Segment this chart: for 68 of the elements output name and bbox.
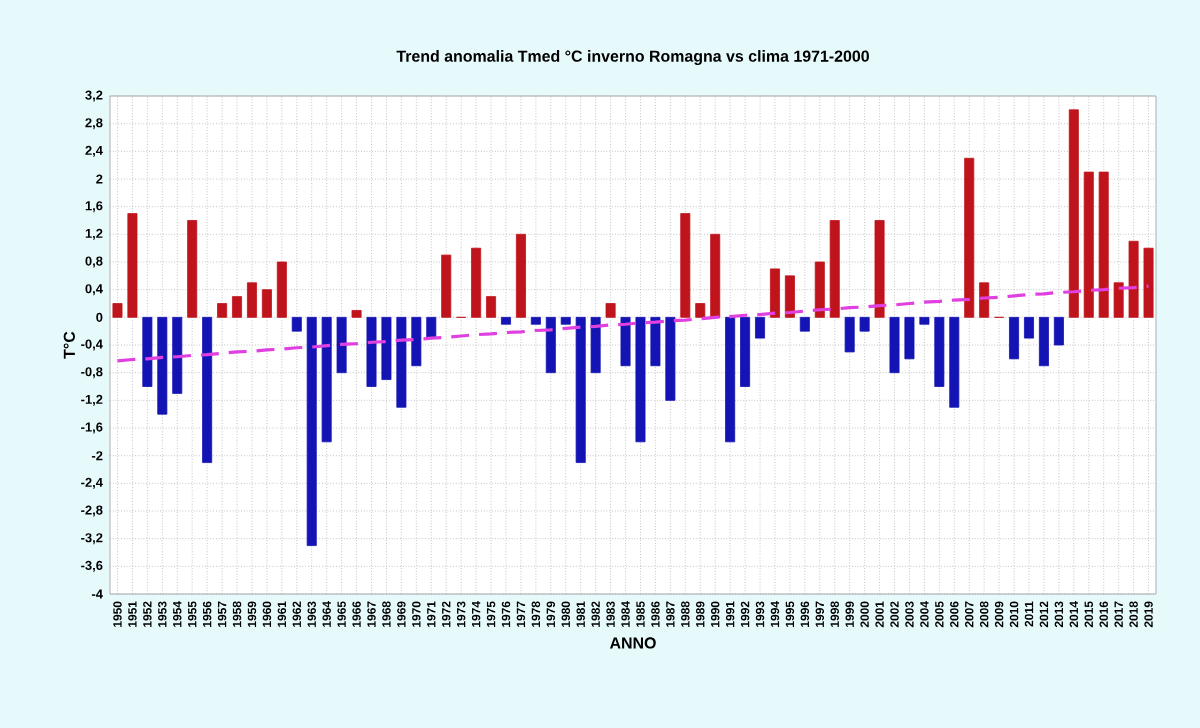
bar — [471, 247, 482, 318]
bar — [1053, 316, 1064, 346]
bar — [1038, 316, 1049, 367]
bar — [381, 316, 392, 380]
bar — [814, 261, 825, 318]
bar — [336, 316, 347, 374]
bar — [232, 296, 242, 318]
bar — [1068, 109, 1079, 318]
bar — [725, 316, 736, 443]
bar — [396, 316, 407, 408]
bar — [889, 316, 900, 374]
bar — [740, 316, 751, 387]
bar — [157, 316, 168, 415]
bar — [1098, 171, 1109, 318]
bar — [650, 316, 661, 367]
bar — [799, 316, 810, 332]
bar — [142, 316, 153, 387]
bar — [187, 220, 198, 318]
bar — [784, 275, 795, 318]
bar — [605, 303, 616, 318]
bar — [979, 282, 990, 318]
bar — [426, 316, 437, 339]
bar — [635, 316, 646, 443]
bar — [1128, 240, 1139, 318]
bar — [276, 261, 287, 318]
bar — [665, 316, 676, 401]
bar — [202, 316, 213, 463]
bar — [1009, 316, 1020, 360]
bar — [351, 310, 362, 318]
bar — [904, 316, 915, 360]
bar — [246, 282, 257, 318]
bar — [859, 316, 870, 332]
bar — [1083, 171, 1094, 318]
bar — [321, 316, 332, 443]
bar — [874, 220, 885, 318]
bar — [919, 316, 930, 325]
bar — [755, 316, 765, 339]
bar — [261, 289, 272, 318]
bar — [560, 316, 571, 325]
bar — [501, 316, 511, 325]
bar — [291, 316, 302, 332]
bar — [620, 316, 631, 367]
bar — [769, 268, 780, 318]
bar — [1113, 282, 1124, 318]
bar — [590, 316, 601, 374]
bar — [515, 233, 526, 318]
bar — [112, 303, 123, 318]
bar — [441, 254, 452, 318]
bar — [710, 233, 721, 318]
bar — [680, 213, 691, 318]
bar — [366, 316, 377, 387]
bar — [172, 316, 183, 394]
bar — [964, 157, 975, 318]
bar — [934, 316, 945, 387]
bar — [486, 296, 497, 318]
bar — [1024, 316, 1034, 339]
bar — [844, 316, 855, 353]
bar — [530, 316, 541, 325]
bar — [1143, 247, 1154, 318]
bar — [545, 316, 556, 374]
bar — [695, 303, 706, 318]
bar — [411, 316, 422, 367]
bar — [217, 303, 228, 318]
bar — [949, 316, 960, 408]
bar — [127, 213, 138, 318]
bar — [829, 220, 840, 318]
bar — [575, 316, 586, 463]
bar — [306, 316, 317, 546]
